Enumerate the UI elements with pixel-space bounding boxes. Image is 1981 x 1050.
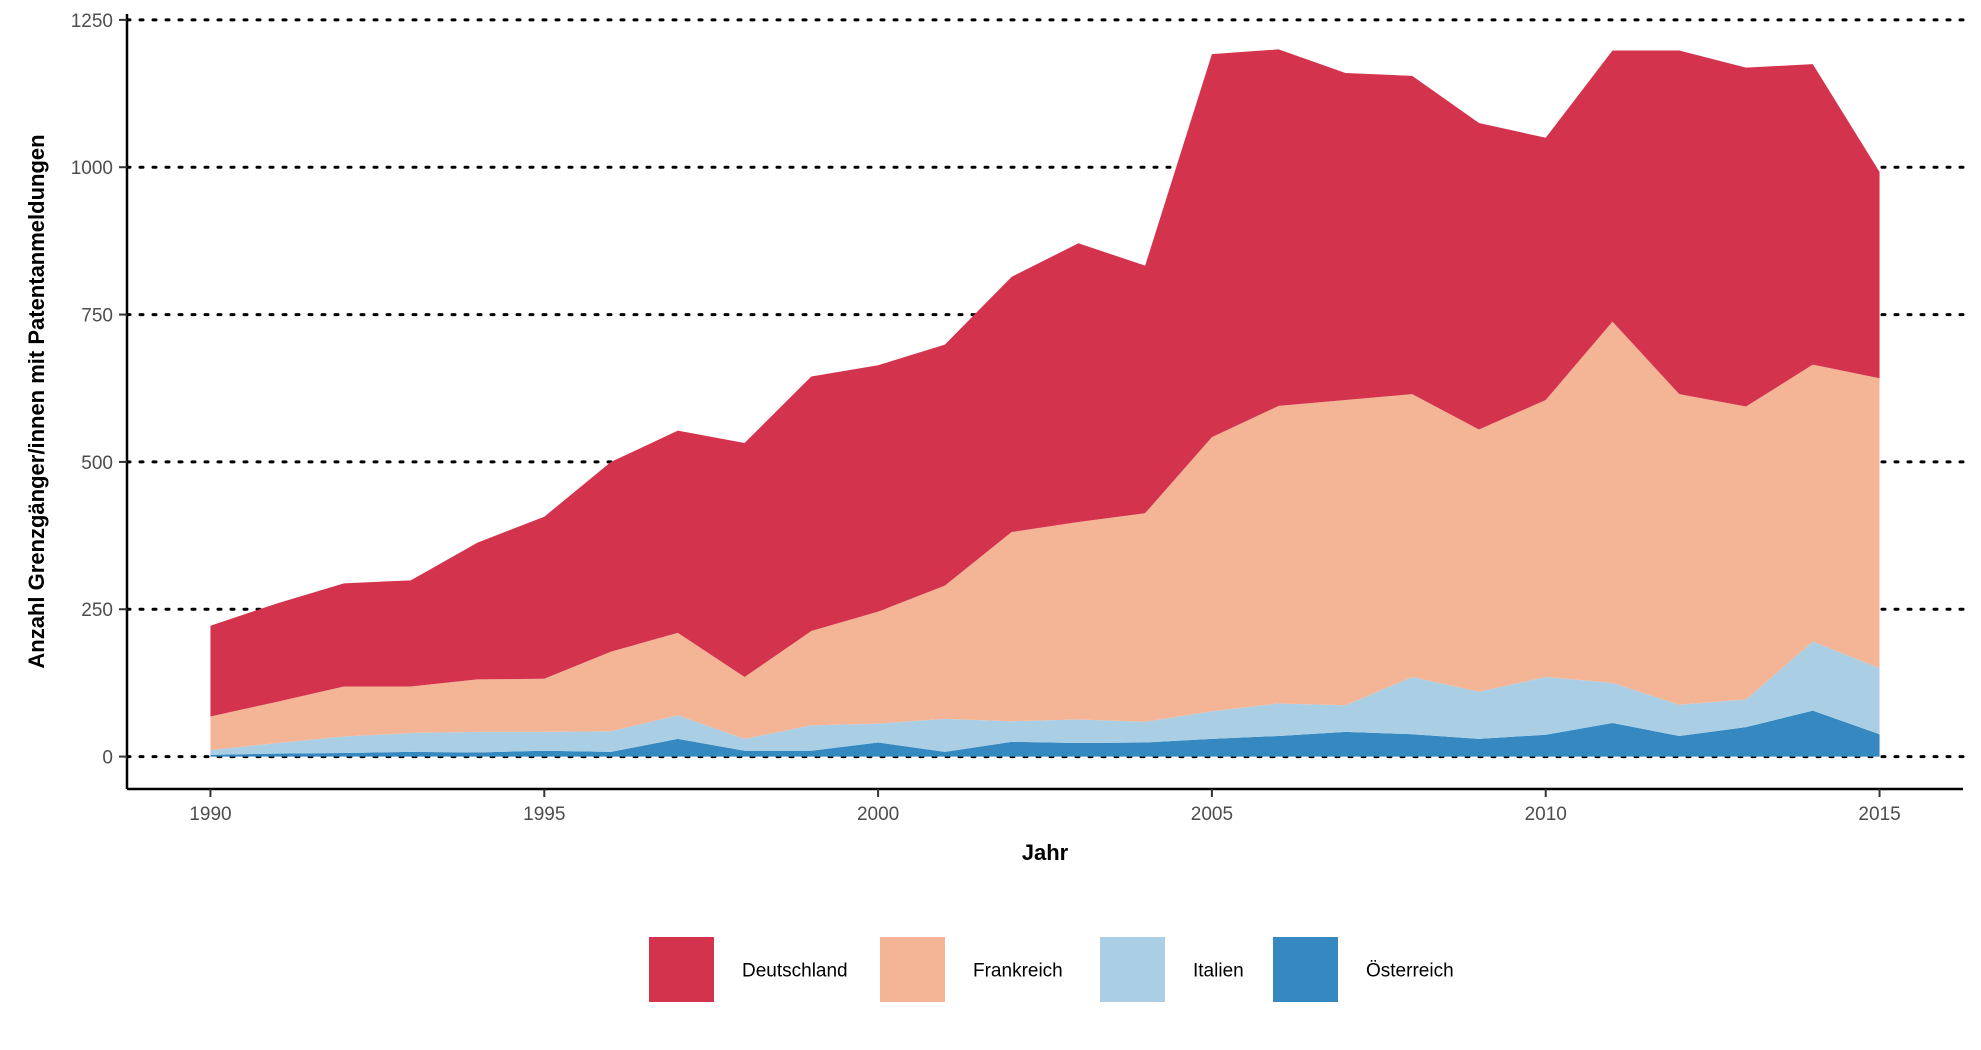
legend-label-österreich: Österreich (1366, 961, 1454, 982)
x-tick-label-2005: 2005 (1191, 804, 1233, 825)
legend-label-frankreich: Frankreich (973, 961, 1063, 982)
y-tick-label-250: 250 (81, 600, 113, 621)
legend-key-italien (1098, 935, 1167, 1004)
area-italien (210, 641, 1880, 755)
legend-key-österreich (1271, 935, 1340, 1004)
legend-label-deutschland: Deutschland (742, 961, 848, 982)
y-tick-label-500: 500 (81, 453, 113, 474)
legend-label-italien: Italien (1193, 961, 1244, 982)
x-tick-label-1990: 1990 (189, 804, 231, 825)
y-axis-title: Anzahl Grenzgänger/innen mit Patentanmel… (24, 134, 49, 668)
area-series (210, 49, 1880, 757)
area-frankreich (210, 321, 1880, 751)
y-tick-label-1000: 1000 (71, 158, 113, 179)
x-tick-label-1995: 1995 (523, 804, 565, 825)
area-deutschland (210, 49, 1880, 717)
legend: Deutschland Frankreich Italien Österreich (647, 935, 1454, 1004)
x-tick-label-2015: 2015 (1858, 804, 1900, 825)
x-tick-label-2010: 2010 (1525, 804, 1567, 825)
y-tick-label-0: 0 (102, 748, 113, 769)
axes (125, 14, 1963, 791)
ticks: 0 250 500 750 1000 1250 1990 1995 2000 2005 2010 20… (71, 11, 1901, 825)
area-österreich (210, 710, 1880, 757)
y-tick-label-1250: 1250 (71, 11, 113, 32)
legend-key-frankreich (878, 935, 947, 1004)
x-tick-label-2000: 2000 (857, 804, 899, 825)
legend-key-deutschland (647, 935, 716, 1004)
y-tick-label-750: 750 (81, 306, 113, 327)
x-axis-title: Jahr (1022, 840, 1069, 865)
